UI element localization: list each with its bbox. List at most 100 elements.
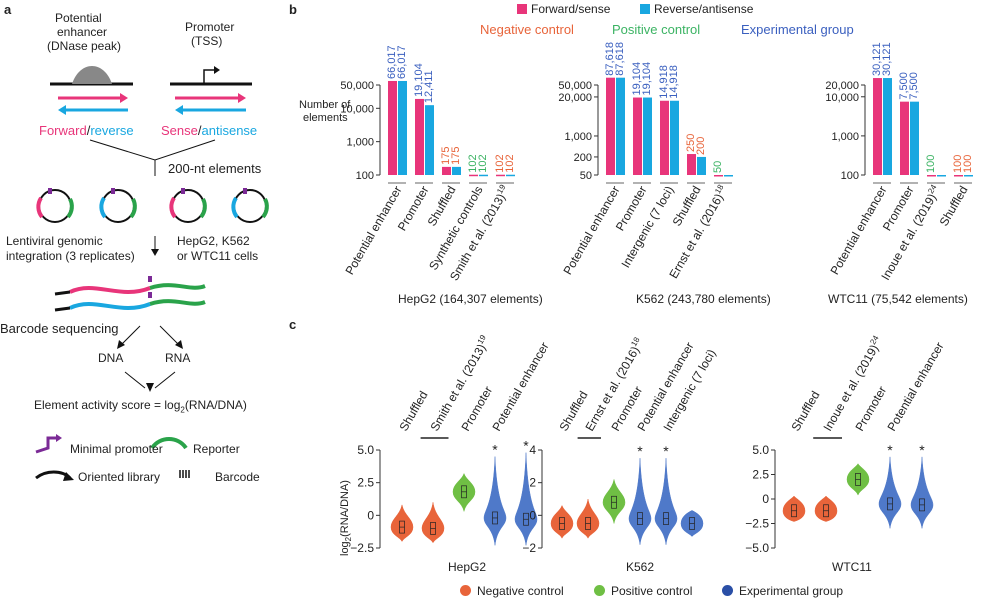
bar-value-label: 102	[467, 154, 479, 172]
legend-reporter: Reporter	[193, 442, 240, 456]
bar-1-2-1	[670, 100, 679, 175]
score-sub: 2	[180, 405, 185, 415]
violin-tick-label: 5.0	[357, 443, 374, 457]
legend-barcode: Barcode	[215, 470, 260, 484]
legend-min-promoter: Minimal promoter	[70, 442, 163, 456]
sense-antisense-label: Sense/antisense	[161, 124, 257, 137]
bar-value-label: 7,500	[908, 72, 920, 100]
violin-tick-label: 2.5	[752, 468, 769, 482]
legend-reverse: Reverse/antisense	[640, 3, 753, 15]
header-negative-control: Negative control	[480, 22, 574, 37]
bar-1-4-0	[714, 175, 723, 177]
bar-0-4-0	[496, 174, 505, 177]
panel-a-diagram	[35, 66, 269, 481]
bar-value-label: 87,618	[604, 42, 616, 76]
reverse-label: reverse	[90, 123, 134, 138]
violin-xlabel-wtc11: WTC11	[832, 560, 872, 574]
bar-0-0-0	[388, 80, 397, 175]
bar-2-0-1	[883, 78, 892, 175]
violin-category-label: Shuffled	[788, 389, 822, 434]
bar-value-label: 102	[494, 154, 506, 172]
b-ylabel-2: elements	[303, 112, 348, 124]
bar-value-label: 66,017	[386, 45, 398, 79]
bar-tick-label: 50,000	[340, 80, 374, 92]
enhancer-label-1: Potential	[55, 11, 102, 25]
legend-forward-label: Forward/sense	[531, 2, 611, 16]
bar-2-2-1	[937, 175, 946, 177]
header-experimental-group: Experimental group	[741, 22, 854, 37]
bar-tick-label: 50,000	[558, 80, 592, 92]
enhancer-label-2: enhancer	[57, 25, 108, 39]
c-ylabel-sub: 2	[344, 536, 354, 542]
c-legend-exp-dot	[722, 585, 733, 596]
violin-category-superscript: 19	[476, 333, 489, 346]
violin-0-3	[483, 456, 507, 546]
bar-0-4-1	[506, 174, 515, 177]
bar-charts: 1001,00010,00050,00066,01766,017Potentia…	[340, 42, 974, 283]
c-legend-neg-dot	[460, 585, 471, 596]
violin-1-0	[550, 504, 574, 539]
violin-xlabel-hepg2: HepG2	[448, 560, 487, 574]
bar-0-1-1	[425, 105, 434, 175]
panel-letter-a: a	[4, 2, 12, 17]
promoter-label-1: Promoter	[185, 20, 235, 34]
dna-label: DNA	[98, 351, 124, 365]
bar-1-0-1	[616, 77, 625, 175]
bar-1-4-1	[724, 175, 733, 177]
bar-tick-label: 1,000	[346, 137, 374, 149]
lenti-label-1: Lentiviral genomic	[6, 234, 103, 248]
bar-tick-label: 1,000	[564, 131, 592, 143]
bar-0-1-0	[415, 98, 424, 175]
bar-1-2-0	[660, 100, 669, 175]
violin-category-label: Smith et al. (2013)19	[427, 333, 494, 434]
cells-label-2: or WTC11 cells	[177, 249, 259, 263]
bar-tick-label: 20,000	[825, 80, 859, 92]
slash-1: /	[86, 123, 91, 138]
bar-value-label: 14,918	[668, 65, 680, 99]
bar-value-label: 19,104	[631, 62, 643, 96]
violin-2-0	[782, 495, 806, 522]
legend-oriented: Oriented library	[78, 470, 161, 484]
violin-category-label: Potential enhancer	[884, 340, 946, 434]
enhancer-label-3: (DNase peak)	[47, 39, 122, 53]
bar-tick-label: 50	[580, 170, 592, 182]
bar-value-label: 12,411	[423, 70, 435, 103]
bar-title-hepg2: HepG2 (164,307 elements)	[398, 292, 543, 306]
violin-xlabel-k562: K562	[626, 560, 655, 574]
legend-reverse-swatch	[640, 4, 650, 14]
violin-tick-label: −2	[522, 541, 536, 555]
violin-tick-label: −2.5	[745, 517, 769, 531]
violin-tick-label: 4	[529, 443, 536, 457]
bar-0-2-0	[442, 166, 451, 175]
bar-2-2-0	[927, 175, 936, 177]
header-positive-control: Positive control	[612, 22, 701, 37]
significance-star: *	[919, 442, 925, 458]
score-label: Element activity score = log2(RNA/DNA)	[34, 399, 247, 414]
bar-value-label: 30,121	[871, 42, 883, 76]
cells-label-1: HepG2, K562	[177, 234, 250, 248]
forward-reverse-label: Forward/reverse	[39, 124, 134, 137]
significance-star: *	[663, 443, 669, 459]
violin-2-4	[910, 456, 934, 529]
violin-category-superscript: 24	[868, 333, 881, 346]
sense-label: Sense	[161, 123, 198, 138]
bar-0-0-1	[398, 80, 407, 175]
lenti-label-2: integration (3 replicates)	[6, 249, 135, 263]
bar-tick-label: 200	[574, 152, 592, 164]
antisense-label: antisense	[201, 123, 258, 138]
promoter-label-2: (TSS)	[191, 34, 223, 48]
violin-2-3	[878, 456, 902, 529]
significance-star: *	[887, 442, 893, 458]
bar-value-label: 102	[504, 154, 516, 172]
violin-1-3	[628, 458, 652, 545]
bar-2-3-1	[964, 175, 973, 177]
bar-value-label: 100	[952, 155, 964, 173]
violin-tick-label: −5.0	[745, 541, 769, 555]
violin-tick-label: 5.0	[752, 443, 769, 457]
score-end: (RNA/DNA)	[184, 398, 247, 412]
bar-title-wtc11: WTC11 (75,542 elements)	[828, 292, 968, 306]
c-legend-exp-label: Experimental group	[739, 584, 844, 598]
bar-2-1-1	[910, 101, 919, 175]
legend-forward-swatch	[517, 4, 527, 14]
bar-0-3-1	[479, 174, 488, 177]
